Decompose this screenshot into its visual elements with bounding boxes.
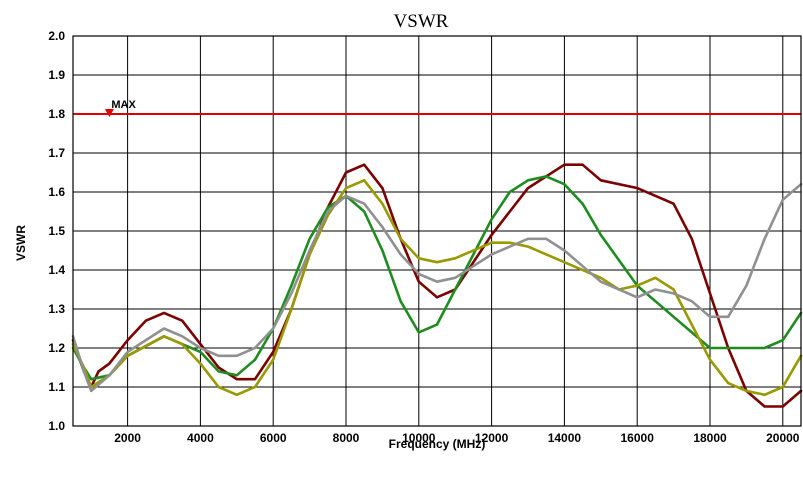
y-tick-label: 1.8 — [48, 107, 65, 121]
series-line-2 — [71, 175, 803, 381]
x-tick-label: 12000 — [475, 431, 509, 445]
x-tick-label: 16000 — [621, 431, 655, 445]
plot-frame — [72, 35, 802, 427]
y-tick-label: 1.9 — [48, 68, 65, 82]
x-tick-label: 20000 — [766, 431, 800, 445]
y-tick-label: 2.0 — [48, 29, 65, 43]
limit-group: MAX — [73, 99, 801, 117]
chart-title: VSWR — [394, 11, 449, 32]
y-tick-labels: 1.0 1.1 1.2 1.3 1.4 1.5 1.6 1.7 1.8 1.9 2.0 — [48, 29, 65, 433]
x-tick-label: 18000 — [693, 431, 727, 445]
x-tick-label: 2000 — [114, 431, 141, 445]
x-tick-label: 6000 — [260, 431, 287, 445]
y-tick-label: 1.5 — [48, 224, 65, 238]
series-line-1 — [71, 163, 803, 408]
grid — [73, 35, 801, 427]
y-tick-label: 1.0 — [48, 419, 65, 433]
limit-label: MAX — [111, 99, 136, 111]
y-tick-label: 1.2 — [48, 341, 65, 355]
x-tick-label: 4000 — [187, 431, 214, 445]
x-tick-label: 14000 — [548, 431, 582, 445]
x-axis-label: Frequency (MHz) — [389, 437, 486, 451]
series-group — [71, 163, 803, 408]
y-tick-label: 1.4 — [48, 263, 65, 277]
x-tick-labels: 2000 4000 6000 8000 10000 12000 14000 16000 1800… — [114, 431, 800, 445]
y-axis-label: VSWR — [14, 225, 28, 261]
limit-marker — [104, 109, 114, 117]
x-tick-label: 10000 — [402, 431, 436, 445]
y-tick-label: 1.3 — [48, 302, 65, 316]
y-tick-label: 1.7 — [48, 146, 65, 160]
series-line-3 — [71, 179, 803, 397]
y-tick-label: 1.1 — [48, 380, 65, 394]
x-tick-label: 8000 — [333, 431, 360, 445]
y-tick-label: 1.6 — [48, 185, 65, 199]
series-line-4 — [71, 182, 803, 393]
